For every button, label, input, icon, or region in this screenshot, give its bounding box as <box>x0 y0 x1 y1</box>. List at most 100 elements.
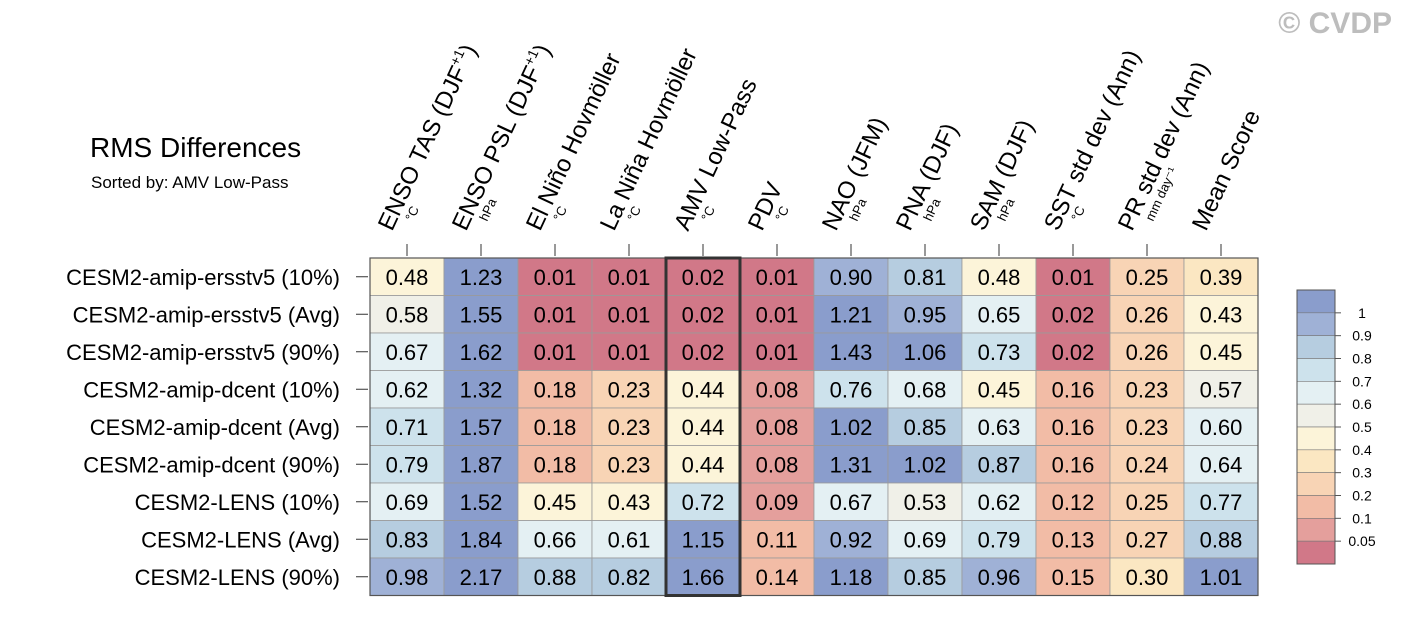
cell-value: 1.43 <box>830 340 873 365</box>
cell-value: 0.01 <box>756 340 799 365</box>
heatmap-cell <box>1035 557 1111 596</box>
row-label: CESM2-LENS (90%) <box>135 565 340 590</box>
row-label: CESM2-amip-dcent (Avg) <box>90 415 340 440</box>
cell-value: 0.02 <box>1052 340 1095 365</box>
colorbar-swatch <box>1296 495 1336 519</box>
cell-value: 0.01 <box>534 265 577 290</box>
heatmap-cell <box>887 557 963 596</box>
cell-value: 0.43 <box>608 490 651 515</box>
row-label: CESM2-amip-dcent (90%) <box>83 452 340 477</box>
heatmap-cell <box>1035 482 1111 521</box>
colorbar-label: 1 <box>1358 305 1366 321</box>
cell-value: 0.26 <box>1126 302 1169 327</box>
column-unit: °C <box>624 204 644 224</box>
cell-value: 0.62 <box>978 490 1021 515</box>
cell-value: 0.45 <box>1200 340 1243 365</box>
row-label: CESM2-amip-dcent (10%) <box>83 377 340 402</box>
heatmap-cell <box>443 557 519 596</box>
cell-value: 0.85 <box>904 415 947 440</box>
cell-value: 0.63 <box>978 415 1021 440</box>
cell-value: 1.02 <box>904 452 947 477</box>
colorbar-swatch <box>1296 358 1336 382</box>
colorbar: 1 0.9 0.8 0.7 0.6 0.5 0.4 0.3 0.2 0.1 0.05 <box>1296 289 1376 565</box>
heatmap-cell <box>369 445 445 484</box>
row-label: CESM2-LENS (Avg) <box>141 527 340 552</box>
heatmap-cell <box>591 295 667 334</box>
cell-value: 0.92 <box>830 527 873 552</box>
heatmap-cell <box>1035 370 1111 409</box>
heatmap-cell <box>887 257 963 296</box>
heatmap-cell <box>517 407 593 446</box>
heatmap-cell <box>369 407 445 446</box>
cell-value: 0.69 <box>386 490 429 515</box>
cell-value: 0.65 <box>978 302 1021 327</box>
cell-value: 1.32 <box>460 377 503 402</box>
cell-value: 0.02 <box>682 265 725 290</box>
heatmap-cell <box>443 370 519 409</box>
cell-value: 0.48 <box>386 265 429 290</box>
cell-value: 1.55 <box>460 302 503 327</box>
cell-value: 0.69 <box>904 527 947 552</box>
heatmap-cell <box>813 445 889 484</box>
cell-value: 0.30 <box>1126 565 1169 590</box>
column-unit: °C <box>772 204 792 224</box>
column-headers: ENSO TAS (DJF+1)°C ENSO PSL (DJF+1)hPa El … <box>373 40 1266 256</box>
heatmap-cell <box>1109 257 1185 296</box>
heatmap-cell <box>369 295 445 334</box>
cell-value: 0.08 <box>756 452 799 477</box>
heatmap-cell <box>1109 332 1185 371</box>
colorbar-label: 0.5 <box>1352 419 1372 435</box>
cell-value: 1.31 <box>830 452 873 477</box>
heatmap-cell <box>1109 557 1185 596</box>
cell-value: 0.43 <box>1200 302 1243 327</box>
heatmap-cell <box>591 332 667 371</box>
cell-value: 0.18 <box>534 377 577 402</box>
cell-value: 0.45 <box>978 377 1021 402</box>
heatmap-cell <box>887 370 963 409</box>
cell-value: 0.39 <box>1200 265 1243 290</box>
cell-value: 1.62 <box>460 340 503 365</box>
heatmap-cell <box>1109 407 1185 446</box>
cell-value: 0.12 <box>1052 490 1095 515</box>
cell-value: 0.24 <box>1126 452 1169 477</box>
cell-value: 1.57 <box>460 415 503 440</box>
cell-value: 0.85 <box>904 565 947 590</box>
chart-title: RMS Differences <box>90 132 301 163</box>
heatmap-cell <box>665 557 741 596</box>
cell-value: 0.18 <box>534 452 577 477</box>
cell-value: 0.01 <box>608 302 651 327</box>
heatmap-cell <box>1183 520 1259 559</box>
cell-value: 0.62 <box>386 377 429 402</box>
cell-value: 0.76 <box>830 377 873 402</box>
cell-value: 0.57 <box>1200 377 1243 402</box>
heatmap-cells: 0.48 1.23 0.01 0.01 0.02 0.01 0.90 0.81 0.48 0.01… <box>369 257 1259 596</box>
colorbar-swatch <box>1296 312 1336 336</box>
cell-value: 1.66 <box>682 565 725 590</box>
cell-value: 0.67 <box>830 490 873 515</box>
cell-value: 0.68 <box>904 377 947 402</box>
cell-value: 0.15 <box>1052 565 1095 590</box>
cell-value: 0.64 <box>1200 452 1243 477</box>
cell-value: 0.13 <box>1052 527 1095 552</box>
cell-value: 0.25 <box>1126 490 1169 515</box>
heatmap-cell <box>1183 557 1259 596</box>
heatmap-cell <box>1183 332 1259 371</box>
cell-value: 0.16 <box>1052 415 1095 440</box>
cell-value: 0.01 <box>756 265 799 290</box>
heatmap-cell <box>369 370 445 409</box>
row-label: CESM2-amip-ersstv5 (10%) <box>66 265 340 290</box>
cell-value: 0.87 <box>978 452 1021 477</box>
heatmap-cell <box>961 445 1037 484</box>
heatmap-cell <box>739 520 815 559</box>
heatmap-cell <box>739 257 815 296</box>
cell-value: 1.21 <box>830 302 873 327</box>
heatmap-cell <box>739 482 815 521</box>
colorbar-label: 0.7 <box>1352 373 1372 389</box>
heatmap-cell <box>887 332 963 371</box>
heatmap-cell <box>739 370 815 409</box>
heatmap-cell <box>1109 445 1185 484</box>
heatmap-cell <box>665 520 741 559</box>
cell-value: 1.18 <box>830 565 873 590</box>
colorbar-label: 0.2 <box>1352 488 1372 504</box>
